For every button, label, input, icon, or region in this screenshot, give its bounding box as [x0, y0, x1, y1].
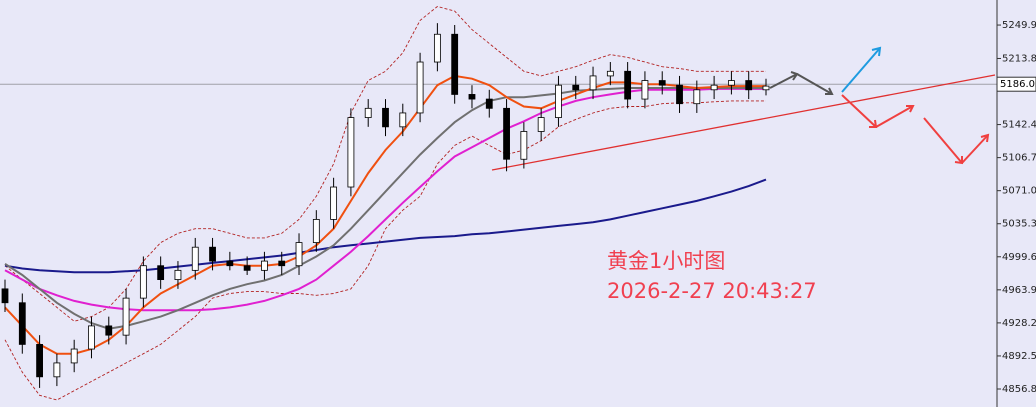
arrow — [923, 117, 963, 164]
arrow-head — [980, 133, 990, 143]
candle-body — [122, 297, 130, 336]
candle-body — [433, 33, 441, 63]
candle-body — [589, 75, 597, 91]
candle-body — [105, 325, 113, 336]
candle-body — [278, 260, 286, 267]
candle-body — [468, 94, 476, 100]
indicator-line — [4, 6, 766, 322]
indicator-line — [4, 100, 766, 401]
candle-body — [364, 107, 372, 118]
price-label-box — [996, 76, 1036, 92]
candle-body — [70, 348, 78, 364]
indicator-line — [4, 74, 766, 355]
y-tick-label: 5249.95 — [1002, 20, 1036, 31]
candle-body — [745, 80, 753, 91]
indicator-line — [4, 178, 767, 274]
y-tick-label: 4856.85 — [1002, 384, 1036, 395]
y-tick-label: 5106.75 — [1002, 153, 1036, 164]
candle-body — [451, 33, 459, 95]
candle-body — [139, 265, 147, 299]
candle-body — [88, 325, 95, 350]
indicator-line — [4, 87, 766, 330]
candle-body — [658, 80, 666, 86]
candle-body — [676, 84, 683, 105]
candle-body — [537, 117, 545, 132]
candle-body — [261, 260, 268, 271]
chart-annotation: 黄金1小时图 — [607, 249, 725, 273]
candle-body — [157, 265, 165, 281]
candle-body — [18, 302, 26, 345]
candle-body — [330, 186, 338, 220]
candle-body — [399, 112, 407, 128]
y-tick-label: 4928.25 — [1002, 318, 1036, 329]
forecast-arrows — [769, 46, 990, 165]
candle-body — [36, 344, 43, 378]
candle-body — [382, 107, 389, 128]
y-tick-label: 5142.45 — [1002, 120, 1036, 131]
y-tick-label: 4999.65 — [1002, 252, 1036, 263]
arrow — [841, 94, 877, 128]
candle-body — [347, 117, 355, 188]
candle-body — [53, 362, 61, 378]
arrow-head — [825, 87, 834, 95]
candle-body — [312, 219, 320, 243]
arrow — [769, 73, 798, 89]
chart-annotation: 2026-2-27 20:43:27 — [607, 279, 817, 303]
arrow — [961, 134, 989, 164]
trend-line — [491, 74, 996, 171]
candle-body — [174, 269, 182, 281]
candle-body — [226, 260, 234, 267]
price-label: 5186.05 — [1000, 79, 1036, 90]
candle-body — [416, 61, 424, 114]
candle-body — [295, 242, 303, 267]
y-tick-label: 5035.35 — [1002, 219, 1036, 230]
candle-body — [209, 246, 216, 262]
candle-body — [624, 70, 632, 100]
candle-body — [728, 80, 735, 86]
candle-body — [693, 89, 701, 105]
candle-body — [641, 80, 649, 100]
y-tick-label: 4963.95 — [1002, 285, 1036, 296]
arrow — [841, 47, 881, 93]
arrow — [796, 73, 833, 95]
candle-body — [520, 131, 528, 160]
candle-body — [503, 107, 510, 160]
indicator-line — [4, 87, 766, 312]
candle-body — [710, 84, 718, 91]
candle-body — [1, 288, 9, 304]
candle-body — [191, 246, 199, 271]
candle-body — [243, 265, 251, 271]
candle-body — [555, 84, 562, 118]
arrow-head — [906, 105, 915, 113]
y-tick-label: 5213.85 — [1002, 53, 1036, 64]
y-tick-label: 4892.55 — [1002, 351, 1036, 362]
arrow-head — [871, 46, 882, 57]
y-tick-label: 5071.05 — [1002, 186, 1036, 197]
candle-body — [572, 84, 580, 91]
arrow — [875, 105, 914, 128]
candle-body — [762, 85, 770, 91]
candle-body — [606, 70, 614, 77]
candle-body — [485, 98, 493, 109]
